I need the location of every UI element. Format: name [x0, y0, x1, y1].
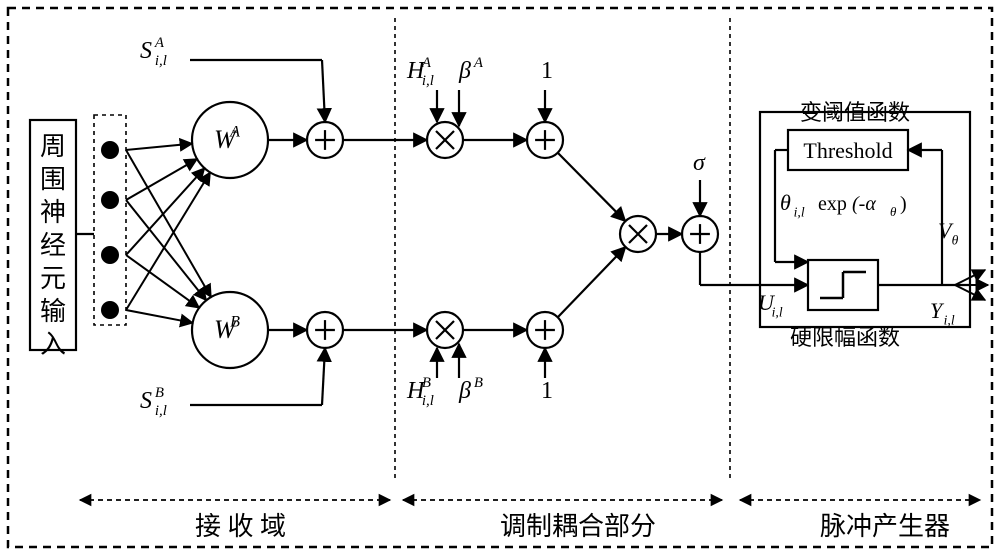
- svg-text:1: 1: [541, 58, 553, 84]
- svg-text:(-α: (-α: [852, 193, 876, 215]
- svg-text:exp: exp: [818, 193, 847, 215]
- svg-text:输: 输: [40, 297, 66, 326]
- svg-text:σ: σ: [693, 150, 706, 176]
- svg-text:i,l: i,l: [422, 393, 434, 409]
- svg-text:B: B: [422, 375, 431, 391]
- neuron-dot: [101, 141, 119, 159]
- svg-text:A: A: [154, 35, 165, 51]
- svg-text:A: A: [229, 123, 240, 140]
- svg-text:元: 元: [40, 264, 66, 293]
- svg-text:B: B: [230, 313, 240, 330]
- svg-text:i,l: i,l: [155, 403, 167, 419]
- svg-text:B: B: [474, 375, 483, 391]
- svg-text:i,l: i,l: [944, 313, 955, 328]
- svg-text:i,l: i,l: [155, 53, 167, 69]
- svg-text:S: S: [140, 38, 152, 64]
- neuron-dot: [101, 246, 119, 264]
- neuron-dot: [101, 191, 119, 209]
- svg-text:A: A: [421, 55, 432, 71]
- svg-text:脉冲产生器: 脉冲产生器: [820, 512, 950, 541]
- svg-text:A: A: [473, 55, 484, 71]
- svg-text:i,l: i,l: [772, 305, 783, 320]
- svg-text:硬限幅函数: 硬限幅函数: [790, 325, 900, 350]
- svg-text:θ: θ: [952, 233, 959, 248]
- svg-text:i,l: i,l: [794, 205, 805, 220]
- svg-text:β: β: [458, 58, 471, 84]
- svg-text:S: S: [140, 388, 152, 414]
- svg-text:接 收 域: 接 收 域: [195, 512, 286, 541]
- svg-text:周: 周: [40, 132, 66, 161]
- svg-text:围: 围: [40, 165, 66, 194]
- svg-text:调制耦合部分: 调制耦合部分: [500, 512, 656, 541]
- svg-text:变阈值函数: 变阈值函数: [800, 100, 910, 125]
- svg-text:): ): [900, 193, 907, 215]
- svg-text:1: 1: [541, 378, 553, 404]
- svg-text:i,l: i,l: [422, 73, 434, 89]
- svg-text:B: B: [155, 385, 164, 401]
- svg-text:神: 神: [40, 198, 66, 227]
- svg-text:θ: θ: [780, 190, 791, 215]
- svg-text:经: 经: [40, 231, 66, 260]
- svg-text:θ: θ: [890, 204, 897, 219]
- svg-text:Threshold: Threshold: [803, 138, 892, 163]
- neuron-dot: [101, 301, 119, 319]
- svg-text:入: 入: [40, 330, 66, 359]
- svg-text:β: β: [458, 378, 471, 404]
